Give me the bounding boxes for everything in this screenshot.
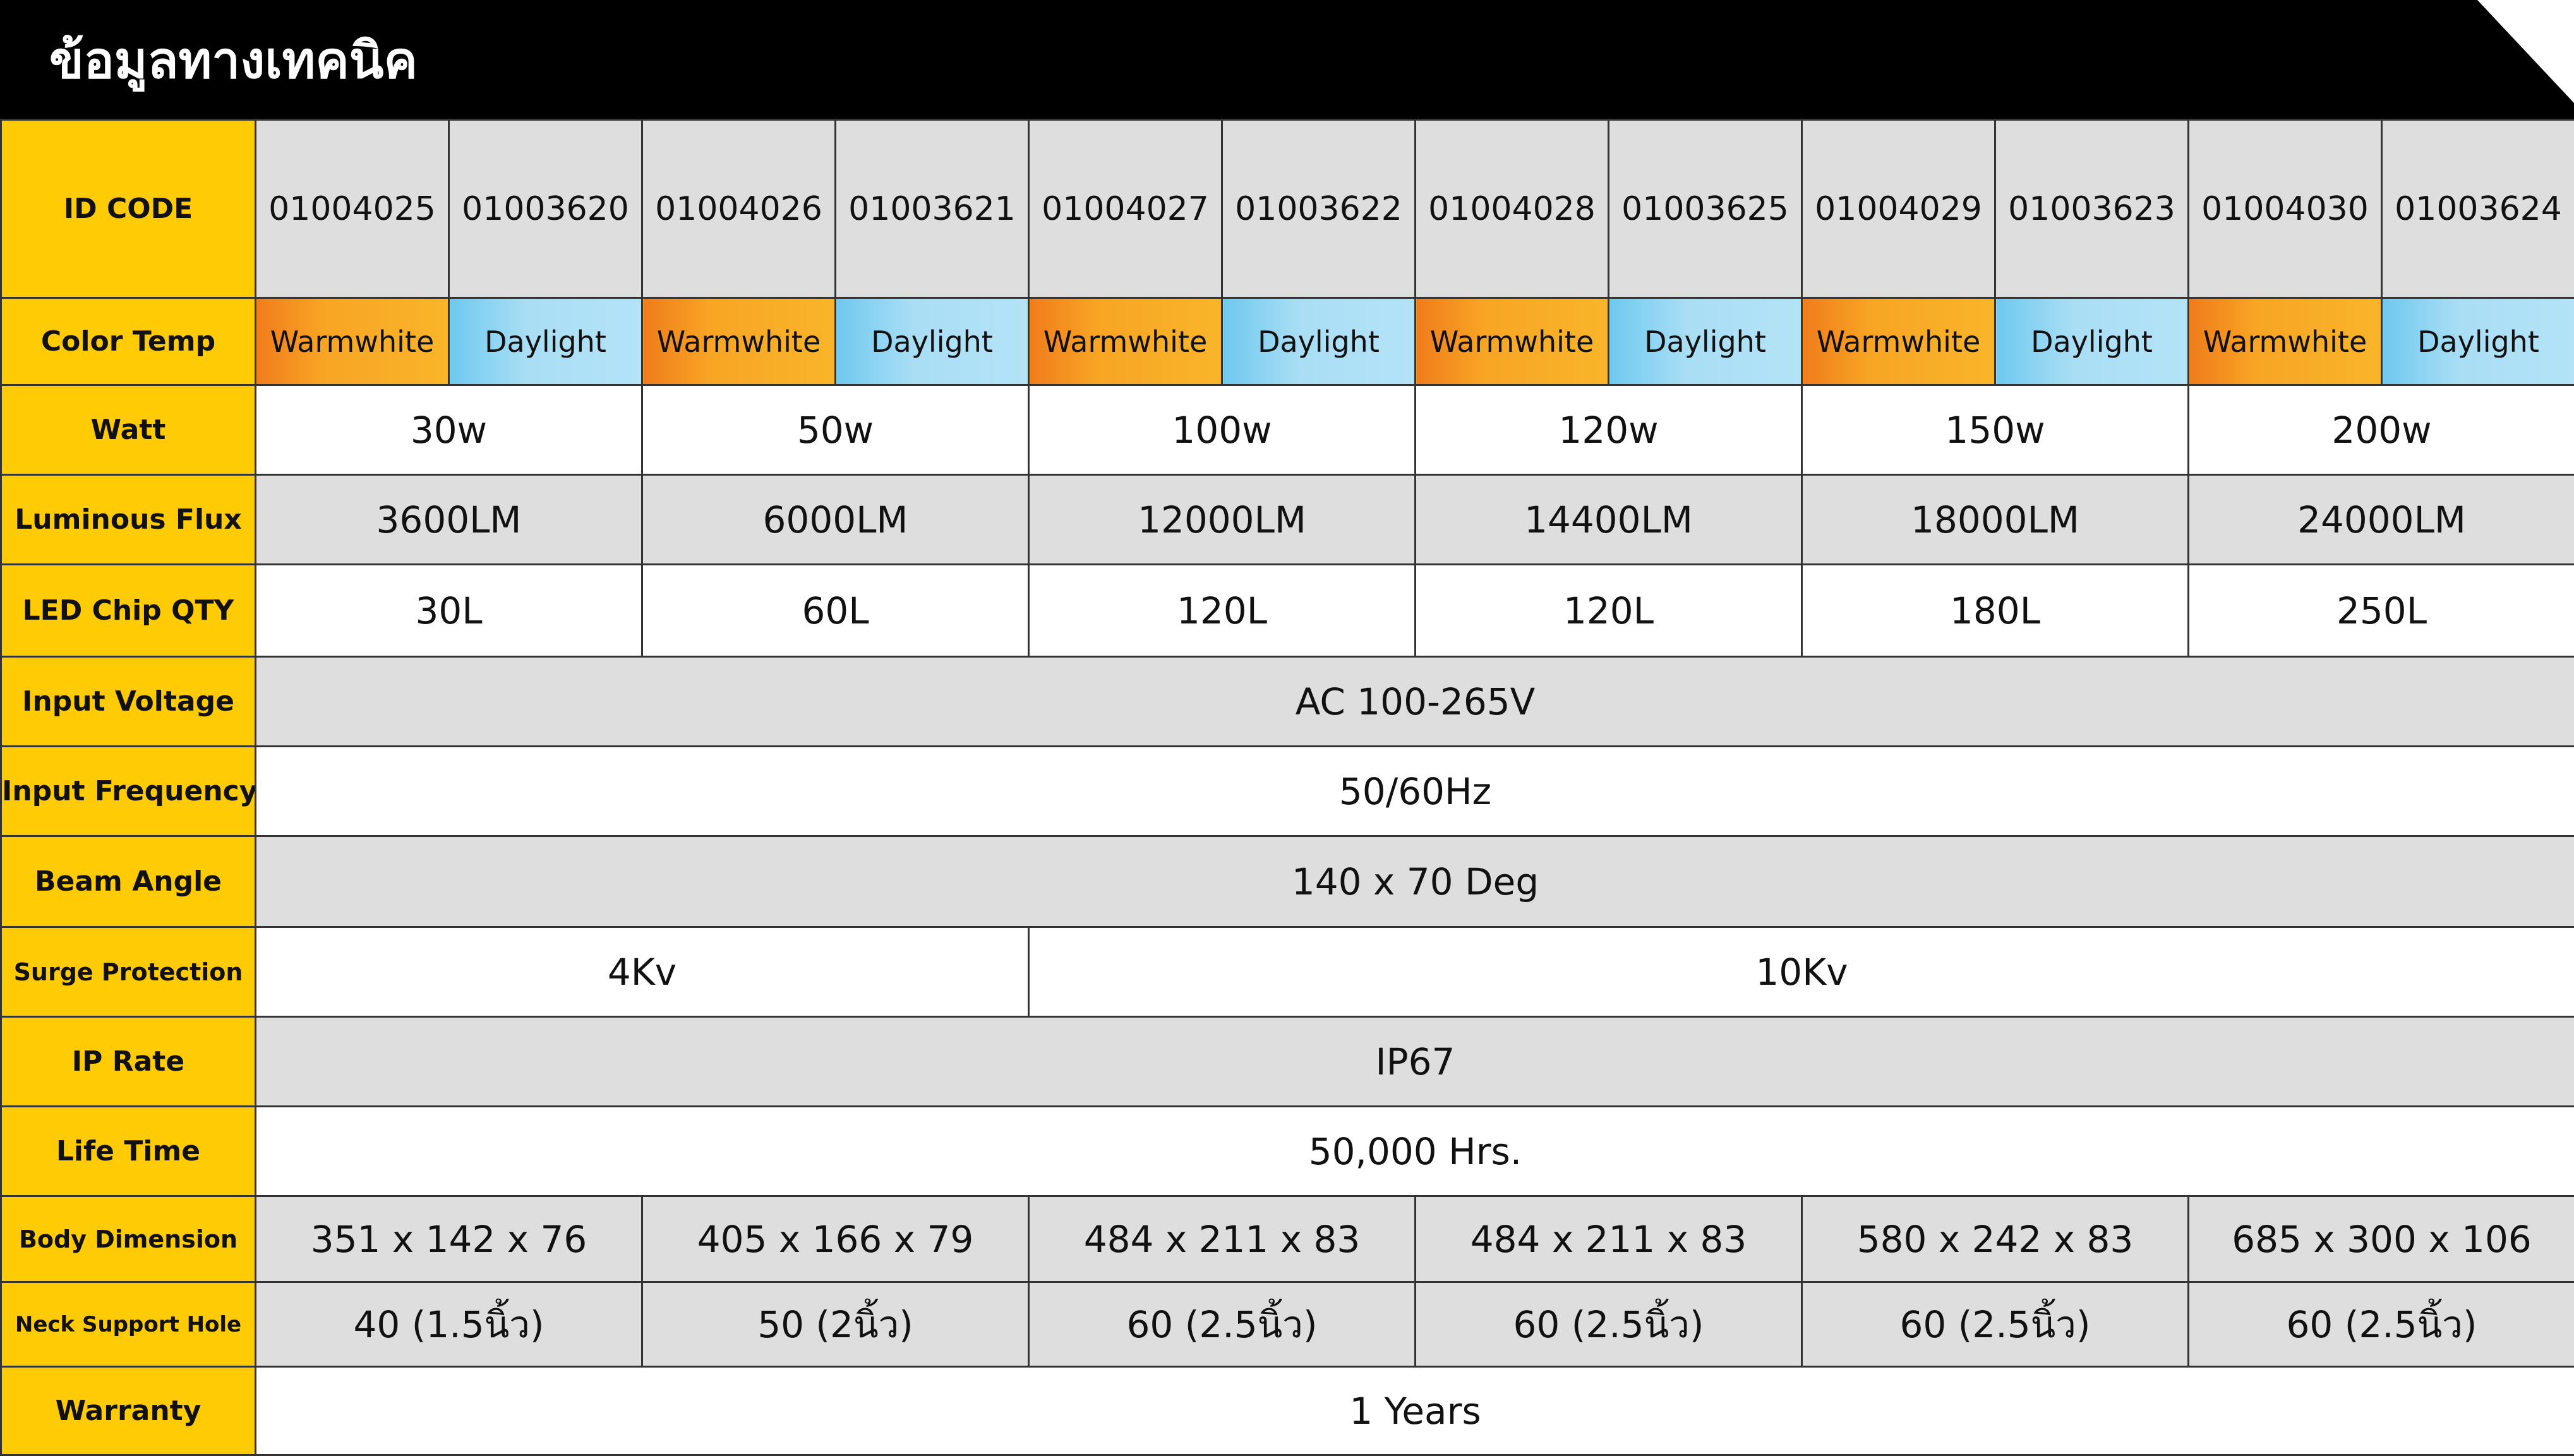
label-color-temp: Color Temp <box>0 297 256 386</box>
led-chip-qty-cell: 120L <box>1414 563 1803 658</box>
id-code-cell: 01003622 <box>1221 119 1416 299</box>
label-luminous-flux: Luminous Flux <box>0 474 256 565</box>
label-ip-rate: IP Rate <box>0 1016 256 1107</box>
id-code-cell: 01003624 <box>2381 119 2574 299</box>
color-temp-daylight: Daylight <box>1221 297 1416 386</box>
neck-support-hole-cell: 60 (2.5นิ้ว) <box>2187 1281 2574 1368</box>
label-id-code: ID CODE <box>0 119 256 299</box>
neck-support-hole-cell: 40 (1.5นิ้ว) <box>255 1281 643 1368</box>
color-temp-daylight: Daylight <box>1608 297 1803 386</box>
id-code-cell: 01004027 <box>1028 119 1223 299</box>
row-color-temp: Color Temp Warmwhite Daylight Warmwhite … <box>0 297 2574 386</box>
ip-rate-cell: IP67 <box>255 1016 2574 1107</box>
row-ip-rate: IP Rate IP67 <box>0 1016 2574 1107</box>
row-body-dimension: Body Dimension 351 x 142 x 76 405 x 166 … <box>0 1195 2574 1283</box>
label-input-voltage: Input Voltage <box>0 656 256 747</box>
body-dimension-cell: 685 x 300 x 106 <box>2187 1195 2574 1283</box>
id-code-cell: 01004025 <box>255 119 450 299</box>
watt-cell: 150w <box>1801 384 2189 476</box>
beam-angle-cell: 140 x 70 Deg <box>255 835 2574 928</box>
color-temp-daylight: Daylight <box>1994 297 2189 386</box>
id-code-cell: 01004028 <box>1414 119 1609 299</box>
body-dimension-cell: 484 x 211 x 83 <box>1414 1195 1803 1283</box>
watt-cell: 100w <box>1028 384 1416 476</box>
color-temp-daylight: Daylight <box>448 297 643 386</box>
led-chip-qty-cell: 120L <box>1028 563 1416 658</box>
surge-protection-cell: 4Kv <box>255 926 1030 1018</box>
label-watt: Watt <box>0 384 256 476</box>
spec-table: ID CODE 01004025 01003620 01004026 01003… <box>0 119 2574 1456</box>
id-code-cell: 01004026 <box>641 119 836 299</box>
luminous-flux-cell: 6000LM <box>641 474 1030 565</box>
neck-support-hole-cell: 60 (2.5นิ้ว) <box>1028 1281 1416 1368</box>
neck-support-hole-cell: 60 (2.5นิ้ว) <box>1801 1281 2189 1368</box>
luminous-flux-cell: 3600LM <box>255 474 643 565</box>
id-code-cell: 01003625 <box>1608 119 1803 299</box>
label-body-dimension: Body Dimension <box>0 1195 256 1283</box>
color-temp-warmwhite: Warmwhite <box>641 297 836 386</box>
label-led-chip-qty: LED Chip QTY <box>0 563 256 658</box>
led-chip-qty-cell: 250L <box>2187 563 2574 658</box>
row-led-chip-qty: LED Chip QTY 30L 60L 120L 120L 180L 250L <box>0 563 2574 658</box>
row-beam-angle: Beam Angle 140 x 70 Deg <box>0 835 2574 928</box>
watt-cell: 120w <box>1414 384 1803 476</box>
life-time-cell: 50,000 Hrs. <box>255 1105 2574 1197</box>
row-warranty: Warranty 1 Years <box>0 1366 2574 1456</box>
row-luminous-flux: Luminous Flux 3600LM 6000LM 12000LM 1440… <box>0 474 2574 565</box>
led-chip-qty-cell: 180L <box>1801 563 2189 658</box>
body-dimension-cell: 484 x 211 x 83 <box>1028 1195 1416 1283</box>
neck-support-hole-cell: 60 (2.5นิ้ว) <box>1414 1281 1803 1368</box>
page-title: ข้อมูลทางเทคนิค <box>49 31 418 90</box>
watt-cell: 200w <box>2187 384 2574 476</box>
label-beam-angle: Beam Angle <box>0 835 256 928</box>
color-temp-daylight: Daylight <box>2381 297 2574 386</box>
color-temp-warmwhite: Warmwhite <box>255 297 450 386</box>
color-temp-warmwhite: Warmwhite <box>2187 297 2383 386</box>
luminous-flux-cell: 18000LM <box>1801 474 2189 565</box>
luminous-flux-cell: 24000LM <box>2187 474 2574 565</box>
row-id-code: ID CODE 01004025 01003620 01004026 01003… <box>0 119 2574 299</box>
body-dimension-cell: 405 x 166 x 79 <box>641 1195 1030 1283</box>
input-frequency-cell: 50/60Hz <box>255 745 2574 837</box>
body-dimension-cell: 580 x 242 x 83 <box>1801 1195 2189 1283</box>
watt-cell: 50w <box>641 384 1030 476</box>
body-dimension-cell: 351 x 142 x 76 <box>255 1195 643 1283</box>
row-input-voltage: Input Voltage AC 100-265V <box>0 656 2574 747</box>
id-code-cell: 01003623 <box>1994 119 2189 299</box>
row-life-time: Life Time 50,000 Hrs. <box>0 1105 2574 1197</box>
color-temp-warmwhite: Warmwhite <box>1414 297 1609 386</box>
label-life-time: Life Time <box>0 1105 256 1197</box>
led-chip-qty-cell: 30L <box>255 563 643 658</box>
warranty-cell: 1 Years <box>255 1366 2574 1456</box>
color-temp-warmwhite: Warmwhite <box>1028 297 1223 386</box>
label-warranty: Warranty <box>0 1366 256 1456</box>
label-input-frequency: Input Frequency <box>0 745 256 837</box>
row-input-frequency: Input Frequency 50/60Hz <box>0 745 2574 837</box>
luminous-flux-cell: 12000LM <box>1028 474 1416 565</box>
header-bar <box>0 0 2574 120</box>
id-code-cell: 01004029 <box>1801 119 1996 299</box>
row-watt: Watt 30w 50w 100w 120w 150w 200w <box>0 384 2574 476</box>
label-neck-support-hole: Neck Support Hole <box>0 1281 256 1368</box>
id-code-cell: 01004030 <box>2187 119 2383 299</box>
row-neck-support-hole: Neck Support Hole 40 (1.5นิ้ว) 50 (2นิ้ว… <box>0 1281 2574 1368</box>
row-surge-protection: Surge Protection 4Kv 10Kv <box>0 926 2574 1018</box>
input-voltage-cell: AC 100-265V <box>255 656 2574 747</box>
color-temp-warmwhite: Warmwhite <box>1801 297 1996 386</box>
id-code-cell: 01003620 <box>448 119 643 299</box>
watt-cell: 30w <box>255 384 643 476</box>
id-code-cell: 01003621 <box>834 119 1030 299</box>
label-surge-protection: Surge Protection <box>0 926 256 1018</box>
neck-support-hole-cell: 50 (2นิ้ว) <box>641 1281 1030 1368</box>
surge-protection-cell: 10Kv <box>1028 926 2574 1018</box>
color-temp-daylight: Daylight <box>834 297 1030 386</box>
luminous-flux-cell: 14400LM <box>1414 474 1803 565</box>
led-chip-qty-cell: 60L <box>641 563 1030 658</box>
